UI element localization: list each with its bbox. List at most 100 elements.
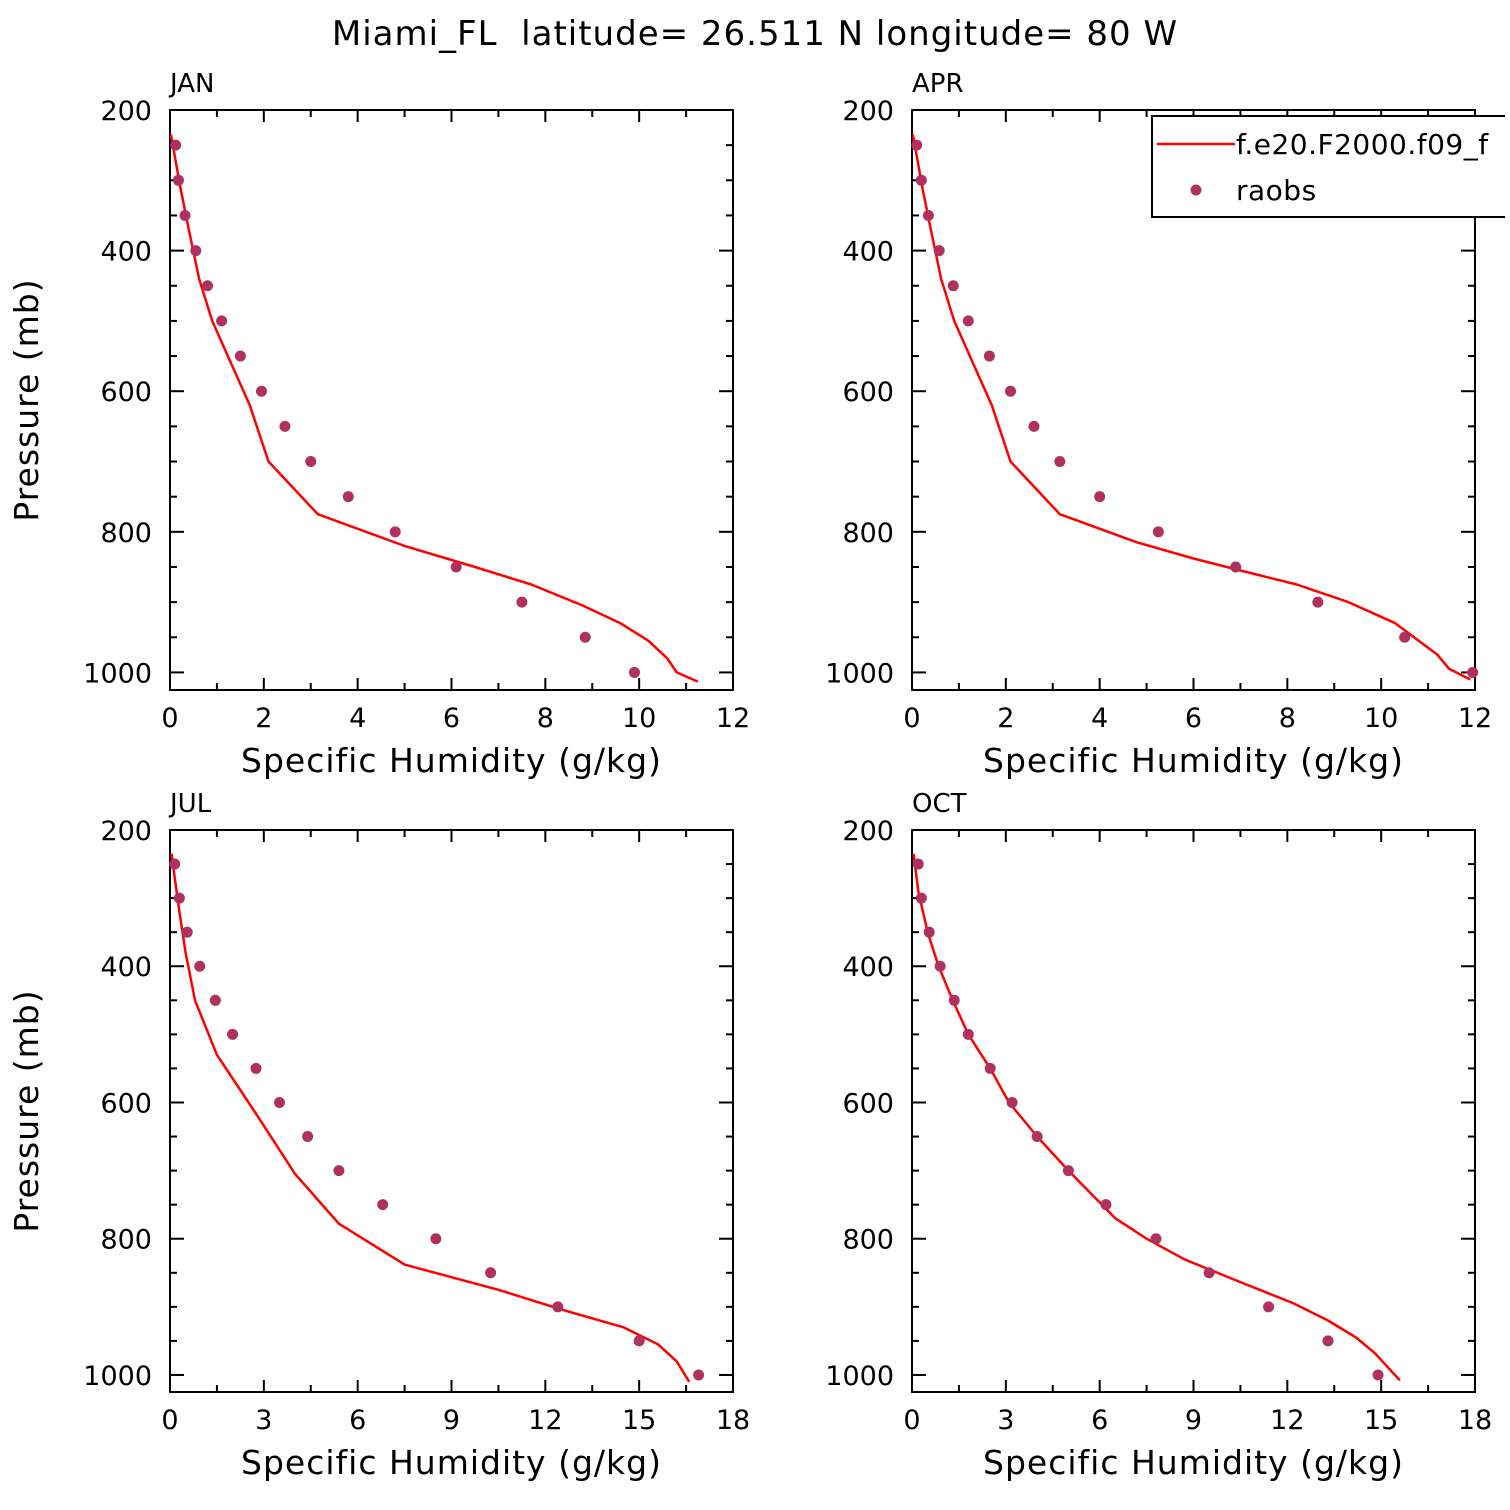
y-tick-label: 600 <box>100 1088 152 1119</box>
x-tick-label: 4 <box>349 703 366 734</box>
plot-frame <box>169 109 734 691</box>
panel-jul: JUL 0 3 6 9 12 15 18 200 400 600 800 1000 Specific Hu… <box>7 789 750 1482</box>
y-tick-label: 200 <box>100 96 152 127</box>
raobs-point <box>377 1199 389 1211</box>
series-line-model <box>170 853 691 1383</box>
raobs-point <box>430 1233 442 1245</box>
raobs-point <box>923 926 935 938</box>
x-tick-label: 15 <box>1364 1405 1398 1436</box>
raobs-point <box>983 350 995 362</box>
raobs-point <box>181 926 193 938</box>
panel-title: JUL <box>168 789 212 819</box>
raobs-point <box>912 858 924 870</box>
x-tick-label: 4 <box>1091 703 1108 734</box>
raobs-point <box>1006 1096 1018 1108</box>
raobs-point <box>984 1062 996 1074</box>
raobs-point <box>227 1028 239 1040</box>
raobs-point <box>1005 385 1017 397</box>
x-tick-label: 10 <box>622 703 656 734</box>
x-tick-label: 0 <box>161 703 178 734</box>
y-tick-label: 200 <box>100 816 152 847</box>
y-tick-label: 1000 <box>83 658 152 689</box>
raobs-point <box>279 420 291 432</box>
y-tick-label: 400 <box>842 237 894 268</box>
y-axis-label: Pressure (mb) <box>7 278 46 521</box>
raobs-point <box>1467 666 1479 678</box>
raobs-point <box>579 631 591 643</box>
panel-title: APR <box>912 69 964 99</box>
raobs-point <box>1399 631 1411 643</box>
raobs-point <box>922 209 934 221</box>
raobs-point <box>194 960 206 972</box>
x-axis-label: Specific Humidity (g/kg) <box>983 1443 1404 1482</box>
series-line-model <box>911 134 1471 681</box>
raobs-point <box>1203 1267 1215 1279</box>
x-tick-label: 6 <box>443 703 460 734</box>
raobs-point <box>911 139 923 151</box>
raobs-point <box>172 174 184 186</box>
raobs-point <box>693 1369 705 1381</box>
x-axis-label: Specific Humidity (g/kg) <box>241 741 662 780</box>
x-tick-label: 9 <box>1185 1405 1202 1436</box>
panel-title: JAN <box>168 69 214 99</box>
raobs-point <box>179 209 191 221</box>
y-tick-label: 1000 <box>825 1361 894 1392</box>
x-tick-label: 0 <box>903 703 920 734</box>
x-tick-label: 2 <box>997 703 1014 734</box>
raobs-point <box>302 1131 314 1143</box>
y-axis-label: Pressure (mb) <box>7 989 46 1232</box>
x-tick-label: 9 <box>443 1405 460 1436</box>
x-tick-label: 12 <box>1458 703 1492 734</box>
x-tick-label: 6 <box>349 1405 366 1436</box>
raobs-point <box>934 960 946 972</box>
raobs-point <box>1150 1233 1162 1245</box>
raobs-point <box>1312 596 1324 608</box>
raobs-point <box>190 245 202 257</box>
y-tick-label: 600 <box>100 377 152 408</box>
plot-frame <box>911 829 1476 1393</box>
x-tick-label: 18 <box>716 1405 750 1436</box>
figure-title: Miami_FL latitude= 26.511 N longitude= 8… <box>332 14 1178 54</box>
raobs-point <box>1100 1199 1112 1211</box>
x-tick-label: 6 <box>1185 703 1202 734</box>
raobs-point <box>628 666 640 678</box>
raobs-point <box>552 1301 564 1313</box>
y-tick-label: 200 <box>842 816 894 847</box>
raobs-point <box>342 491 354 503</box>
legend-box <box>1151 115 1505 218</box>
raobs-point <box>209 994 221 1006</box>
raobs-point <box>1230 561 1242 573</box>
raobs-point <box>450 561 462 573</box>
panel-oct: OCT 0 3 6 9 12 15 18 200 400 600 800 1000 Specific Hu… <box>825 789 1492 1482</box>
raobs-point <box>333 1165 345 1177</box>
x-axis-label: Specific Humidity (g/kg) <box>983 741 1404 780</box>
raobs-point <box>1152 526 1164 538</box>
x-tick-label: 0 <box>161 1405 178 1436</box>
raobs-point <box>169 858 181 870</box>
raobs-point <box>915 892 927 904</box>
y-tick-label: 1000 <box>825 658 894 689</box>
raobs-point <box>173 892 185 904</box>
legend-dot-swatch <box>1190 184 1202 196</box>
y-tick-label: 400 <box>100 237 152 268</box>
x-tick-label: 0 <box>903 1405 920 1436</box>
raobs-point <box>947 280 959 292</box>
raobs-point <box>216 315 228 327</box>
x-tick-label: 12 <box>716 703 750 734</box>
legend-label-model: f.e20.F2000.f09_f <box>1236 128 1489 161</box>
raobs-point <box>516 596 528 608</box>
raobs-point <box>202 280 214 292</box>
x-axis-label: Specific Humidity (g/kg) <box>241 1443 662 1482</box>
y-tick-label: 200 <box>842 96 894 127</box>
raobs-point <box>1062 1165 1074 1177</box>
raobs-point <box>1322 1335 1334 1347</box>
raobs-point <box>1372 1369 1384 1381</box>
raobs-point <box>389 526 401 538</box>
x-tick-label: 18 <box>1458 1405 1492 1436</box>
panel-apr: APR 0 2 4 6 8 10 12 200 400 600 800 1000 Specific Hum… <box>825 69 1505 780</box>
raobs-point <box>915 174 927 186</box>
y-tick-label: 400 <box>100 952 152 983</box>
series-line-model <box>169 134 699 683</box>
raobs-point <box>1031 1131 1043 1143</box>
